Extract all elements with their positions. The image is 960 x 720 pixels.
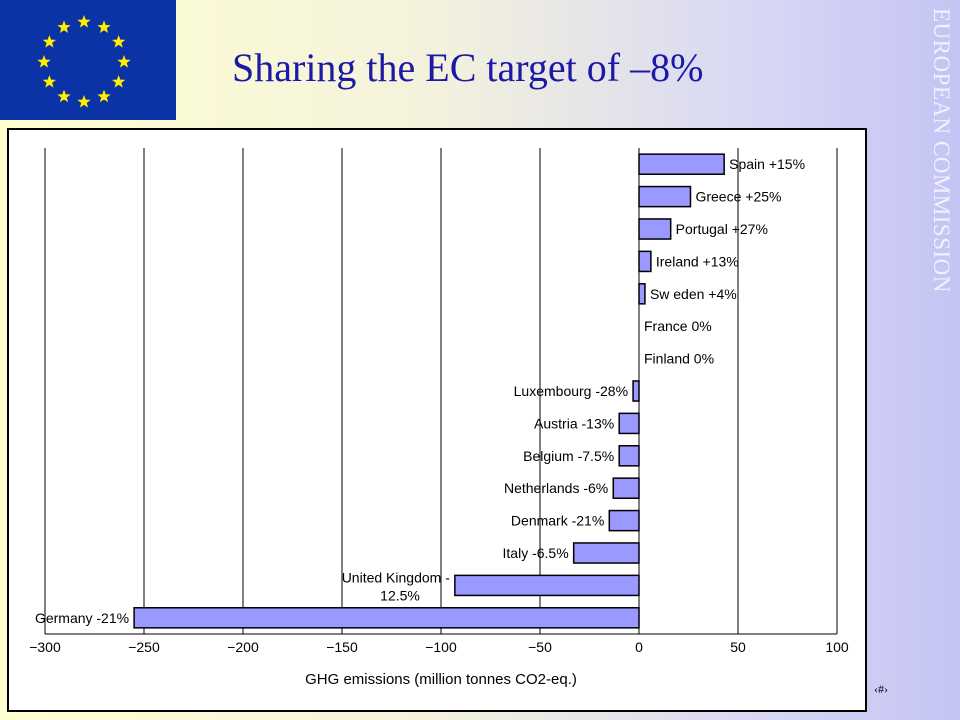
x-tick-label: −50 bbox=[528, 639, 552, 655]
x-tick-label: −250 bbox=[128, 639, 160, 655]
flag-star-icon bbox=[42, 75, 57, 88]
flag-star-icon bbox=[111, 75, 126, 88]
bar bbox=[572, 542, 640, 564]
x-tick-label: −100 bbox=[425, 639, 457, 655]
slide-title: Sharing the EC target of –8% bbox=[232, 45, 704, 90]
flag-star-icon bbox=[77, 95, 91, 108]
bar-label: Denmark -21% bbox=[511, 513, 604, 529]
bar-label: Spain +15% bbox=[729, 156, 805, 172]
flag-star-icon bbox=[97, 20, 111, 34]
flag-star-icon bbox=[57, 89, 71, 103]
bar-label: Luxembourg -28% bbox=[514, 383, 628, 399]
bar-label: Ireland +13% bbox=[656, 253, 739, 269]
bar bbox=[608, 509, 640, 532]
bar bbox=[618, 445, 640, 467]
bar-label: Finland 0% bbox=[644, 351, 714, 367]
bar bbox=[612, 477, 640, 499]
bar bbox=[638, 283, 646, 305]
x-axis-label: GHG emissions (million tonnes CO2-eq.) bbox=[305, 671, 577, 688]
eu-flag-stars bbox=[37, 15, 131, 108]
flag-star-icon bbox=[37, 55, 51, 68]
bar bbox=[618, 412, 640, 435]
x-tick-label: −300 bbox=[29, 639, 61, 655]
flag-star-icon bbox=[57, 20, 71, 34]
x-tick-label: 50 bbox=[730, 639, 746, 655]
bar-label: Italy -6.5% bbox=[503, 545, 569, 561]
slide-number: ‹#› bbox=[874, 682, 888, 696]
bar bbox=[638, 218, 672, 240]
chart-frame: −300 −250 −200 −150 −100 −50 0 50 100 GHG emissio… bbox=[7, 128, 867, 712]
bar bbox=[638, 153, 725, 175]
bar bbox=[133, 607, 640, 629]
x-tick-label: −200 bbox=[227, 639, 259, 655]
bar-chart: −300 −250 −200 −150 −100 −50 0 50 100 GHG emissio… bbox=[29, 148, 849, 688]
bar bbox=[454, 574, 640, 597]
bar-label: Belgium -7.5% bbox=[523, 448, 614, 464]
bar-label: Greece +25% bbox=[695, 189, 781, 205]
bar-label: France 0% bbox=[644, 318, 712, 334]
bar-label: Sw eden +4% bbox=[650, 286, 737, 302]
european-commission-label: EUROPEAN COMMISSION bbox=[929, 8, 954, 293]
bar bbox=[632, 380, 640, 402]
x-tick-label: −150 bbox=[326, 639, 358, 655]
flag-star-icon bbox=[111, 35, 126, 48]
bar-label: Germany -21% bbox=[35, 610, 129, 626]
flag-star-icon bbox=[117, 55, 131, 68]
x-tick-label: 0 bbox=[635, 639, 643, 655]
x-tick-label: 100 bbox=[825, 639, 849, 655]
flag-star-icon bbox=[97, 89, 111, 103]
bar bbox=[638, 250, 652, 273]
eu-flag-icon bbox=[0, 0, 176, 120]
bar bbox=[638, 185, 692, 208]
flag-star-icon bbox=[42, 35, 57, 48]
flag-star-icon bbox=[77, 15, 91, 28]
bar-label: United Kingdom -12.5% bbox=[342, 569, 451, 603]
bar-label: Portugal +27% bbox=[676, 221, 768, 237]
bar-label: Netherlands -6% bbox=[504, 480, 608, 496]
bar-label: Austria -13% bbox=[534, 415, 614, 431]
